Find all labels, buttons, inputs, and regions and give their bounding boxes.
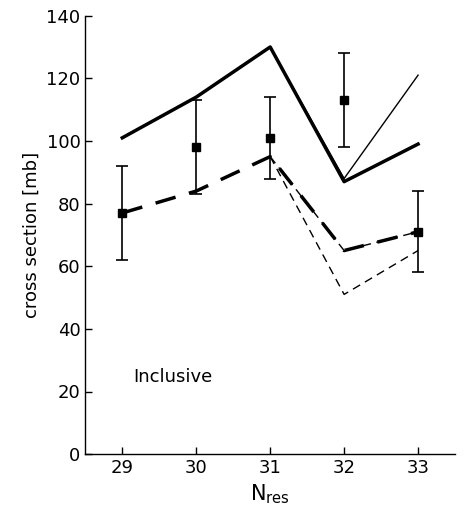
- Y-axis label: cross section [mb]: cross section [mb]: [23, 152, 41, 318]
- Text: Inclusive: Inclusive: [133, 368, 213, 386]
- X-axis label: N$_\mathrm{res}$: N$_\mathrm{res}$: [250, 482, 290, 506]
